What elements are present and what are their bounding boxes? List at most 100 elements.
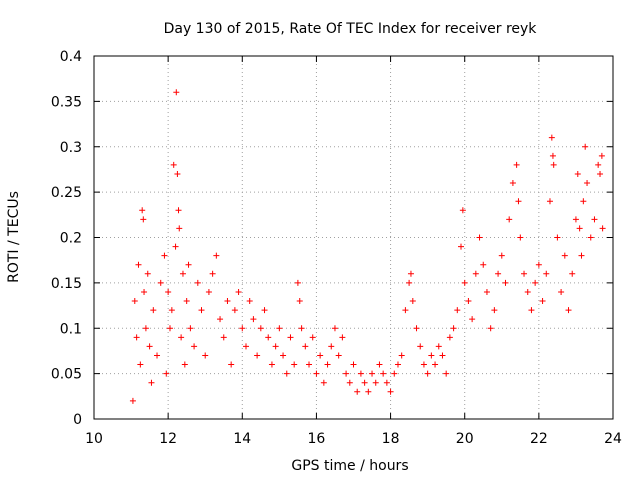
data-point bbox=[205, 288, 212, 295]
y-axis-label: ROTI / TECUs bbox=[6, 191, 22, 283]
y-tick-label: 0.05 bbox=[51, 367, 82, 383]
data-point bbox=[302, 343, 309, 350]
y-tick-label: 0 bbox=[73, 412, 82, 428]
data-point bbox=[599, 225, 606, 232]
data-point bbox=[591, 216, 598, 223]
data-point bbox=[587, 234, 594, 241]
data-point bbox=[402, 307, 409, 314]
data-point bbox=[424, 370, 431, 377]
data-point bbox=[174, 170, 181, 177]
data-point bbox=[350, 361, 357, 368]
data-point bbox=[309, 334, 316, 341]
data-point bbox=[506, 216, 513, 223]
data-point bbox=[369, 370, 376, 377]
data-point bbox=[173, 89, 180, 96]
data-point bbox=[576, 225, 583, 232]
data-point bbox=[187, 325, 194, 332]
data-point bbox=[172, 243, 179, 250]
data-point bbox=[272, 343, 279, 350]
data-point bbox=[163, 370, 170, 377]
data-point bbox=[178, 334, 185, 341]
data-point bbox=[465, 298, 472, 305]
data-point bbox=[191, 343, 198, 350]
data-point bbox=[491, 307, 498, 314]
data-point bbox=[528, 307, 535, 314]
data-point bbox=[509, 180, 516, 187]
data-point bbox=[133, 334, 140, 341]
data-point bbox=[513, 161, 520, 168]
data-point bbox=[154, 352, 161, 359]
data-point bbox=[521, 270, 528, 277]
data-point bbox=[250, 316, 257, 323]
data-point bbox=[548, 134, 555, 141]
data-point bbox=[339, 334, 346, 341]
data-point bbox=[535, 261, 542, 268]
data-point bbox=[432, 361, 439, 368]
data-point bbox=[550, 161, 557, 168]
data-point bbox=[296, 298, 303, 305]
data-point bbox=[131, 298, 138, 305]
data-point bbox=[287, 334, 294, 341]
data-point bbox=[294, 279, 301, 286]
data-point bbox=[439, 352, 446, 359]
data-point bbox=[406, 279, 413, 286]
data-point bbox=[372, 379, 379, 386]
data-point bbox=[146, 343, 153, 350]
data-point bbox=[144, 270, 151, 277]
data-point bbox=[483, 288, 490, 295]
data-point bbox=[170, 161, 177, 168]
x-tick-label: 10 bbox=[85, 431, 103, 447]
y-tick-label: 0.2 bbox=[60, 231, 82, 247]
data-point bbox=[383, 379, 390, 386]
data-point bbox=[141, 288, 148, 295]
data-point bbox=[213, 252, 220, 259]
data-point bbox=[317, 352, 324, 359]
data-point bbox=[454, 307, 461, 314]
data-point bbox=[261, 307, 268, 314]
x-tick-label: 18 bbox=[382, 431, 400, 447]
data-point bbox=[487, 325, 494, 332]
data-point bbox=[166, 325, 173, 332]
data-point bbox=[391, 370, 398, 377]
data-point bbox=[517, 234, 524, 241]
data-point bbox=[165, 288, 172, 295]
data-point bbox=[417, 343, 424, 350]
data-point bbox=[209, 270, 216, 277]
x-tick-label: 22 bbox=[530, 431, 548, 447]
data-point bbox=[183, 298, 190, 305]
data-point bbox=[202, 352, 209, 359]
data-point bbox=[335, 352, 342, 359]
data-point bbox=[580, 198, 587, 205]
y-tick-label: 0.4 bbox=[60, 49, 82, 65]
data-point bbox=[268, 361, 275, 368]
data-point bbox=[472, 270, 479, 277]
x-tick-label: 24 bbox=[604, 431, 622, 447]
data-point bbox=[276, 325, 283, 332]
data-point bbox=[150, 307, 157, 314]
x-axis-label: GPS time / hours bbox=[291, 458, 408, 474]
data-point bbox=[450, 325, 457, 332]
data-point bbox=[361, 379, 368, 386]
data-point bbox=[409, 298, 416, 305]
data-point bbox=[257, 325, 264, 332]
data-point bbox=[546, 198, 553, 205]
data-point bbox=[181, 361, 188, 368]
data-point bbox=[161, 252, 168, 259]
data-point bbox=[598, 152, 605, 159]
data-point bbox=[549, 152, 556, 159]
data-point bbox=[394, 361, 401, 368]
data-point bbox=[443, 370, 450, 377]
data-point bbox=[135, 261, 142, 268]
data-point bbox=[435, 343, 442, 350]
data-point bbox=[413, 325, 420, 332]
data-point bbox=[291, 361, 298, 368]
data-point bbox=[376, 361, 383, 368]
data-point bbox=[176, 225, 183, 232]
data-point bbox=[380, 370, 387, 377]
data-point bbox=[298, 325, 305, 332]
data-point bbox=[502, 279, 509, 286]
y-tick-label: 0.25 bbox=[51, 185, 82, 201]
data-point bbox=[157, 279, 164, 286]
data-point bbox=[346, 379, 353, 386]
data-point bbox=[224, 298, 231, 305]
